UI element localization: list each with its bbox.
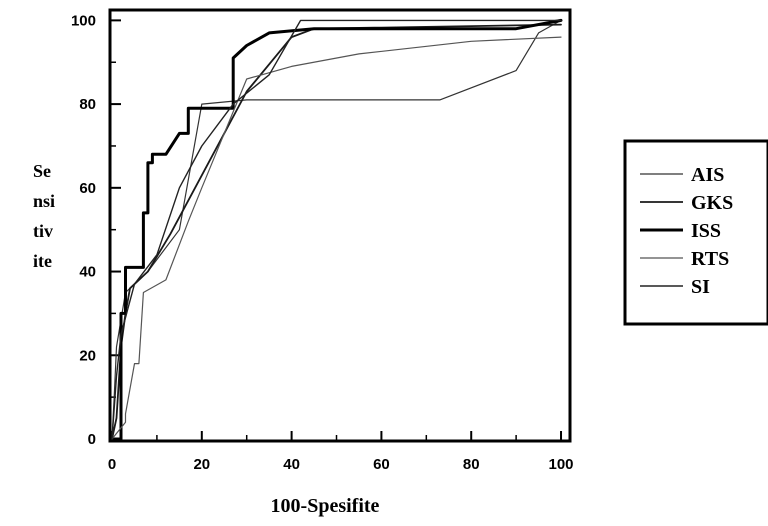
legend-label-ais: AIS xyxy=(691,164,724,186)
legend: AIS GKS ISS RTS SI xyxy=(625,141,768,324)
x-tick-label: 20 xyxy=(193,456,210,473)
x-tick-label: 60 xyxy=(373,456,390,473)
x-axis-label: 100-Spesifite xyxy=(271,495,380,517)
legend-label-rts: RTS xyxy=(691,248,729,270)
y-tick-label: 80 xyxy=(79,96,96,113)
x-tick-label: 100 xyxy=(549,456,574,473)
legend-label-iss: ISS xyxy=(691,220,721,242)
legend-label-gks: GKS xyxy=(691,192,733,214)
x-tick-label: 0 xyxy=(108,456,116,473)
axis-ticks: 0 20 40 60 80 100 0 20 40 60 80 100 xyxy=(71,12,574,473)
y-tick-label: 20 xyxy=(79,347,96,364)
series-layer xyxy=(112,20,561,439)
y-tick-label: 60 xyxy=(79,180,96,197)
y-tick-label: 40 xyxy=(79,264,96,281)
series-line-ais xyxy=(112,20,561,439)
x-tick-label: 80 xyxy=(463,456,480,473)
y-axis-label-line-4: ite xyxy=(33,251,52,271)
plot-frame xyxy=(110,10,570,441)
series-line-rts xyxy=(112,37,561,439)
y-tick-label: 0 xyxy=(88,431,96,448)
y-axis-label-line-3: tiv xyxy=(33,221,53,241)
series-line-gks xyxy=(112,25,561,439)
y-tick-label: 100 xyxy=(71,12,96,29)
y-axis-label-line-2: nsi xyxy=(33,191,55,211)
x-tick-label: 40 xyxy=(283,456,300,473)
legend-label-si: SI xyxy=(691,276,710,298)
y-axis-label-line-1: Se xyxy=(33,161,51,181)
